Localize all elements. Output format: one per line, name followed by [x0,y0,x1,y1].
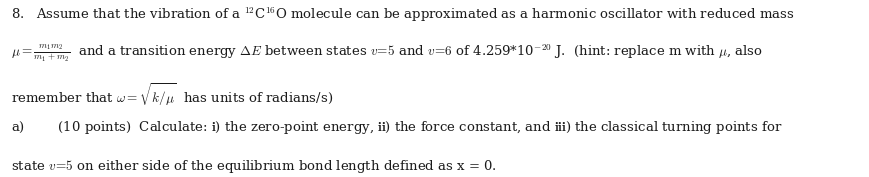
Text: remember that $\omega = \sqrt{k/\mu}$  has units of radians/s): remember that $\omega = \sqrt{k/\mu}$ ha… [11,81,333,108]
Text: 8.   Assume that the vibration of a $^{12}$C$^{16}$O molecule can be approximate: 8. Assume that the vibration of a $^{12}… [11,5,794,24]
Text: state $v\!=\!5$ on either side of the equilibrium bond length defined as x = 0.: state $v\!=\!5$ on either side of the eq… [11,158,497,175]
Text: $\mu = \frac{m_1 m_2}{m_1 + m_2}$  and a transition energy $\Delta E$ between st: $\mu = \frac{m_1 m_2}{m_1 + m_2}$ and a … [11,43,762,64]
Text: a)        (10 points)  Calculate: $\mathbf{i}$) the zero-point energy, $\mathbf{: a) (10 points) Calculate: $\mathbf{i}$) … [11,119,782,136]
